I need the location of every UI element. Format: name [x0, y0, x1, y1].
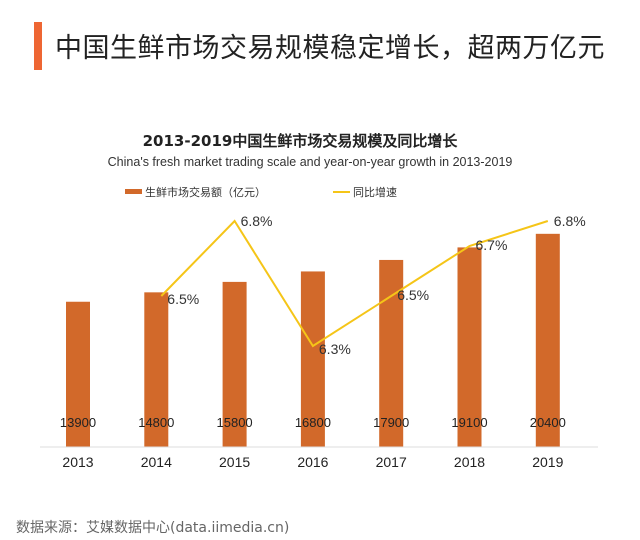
source-note: 数据来源：艾媒数据中心(data.iimedia.cn) [16, 520, 290, 536]
page-title: 中国生鲜市场交易规模稳定增长，超两万亿元 [55, 33, 605, 64]
x-tick-label: 2013 [62, 454, 93, 470]
growth-label: 6.7% [476, 237, 508, 253]
x-tick-label: 2019 [532, 454, 563, 470]
growth-label: 6.5% [167, 291, 199, 307]
legend-line-label: 同比增速 [353, 185, 397, 199]
growth-label: 6.3% [319, 341, 351, 357]
bar-value-label: 16800 [295, 415, 331, 430]
bar-value-label: 17900 [373, 415, 409, 430]
legend-bar-label: 生鲜市场交易额（亿元） [145, 185, 266, 199]
bar-2018 [457, 247, 482, 447]
growth-line [160, 219, 549, 348]
growth-label: 6.8% [554, 213, 586, 229]
chart-title: 2013-2019中国生鲜市场交易规模及同比增长 [142, 132, 458, 150]
bar-value-label: 19100 [451, 415, 487, 430]
bar-value-label: 15800 [217, 415, 253, 430]
x-tick-label: 2016 [297, 454, 328, 470]
bar-2014 [144, 292, 169, 447]
growth-label: 6.5% [397, 287, 429, 303]
x-tick-label: 2018 [454, 454, 485, 470]
bar-2015 [222, 281, 247, 447]
bar-2019 [535, 233, 560, 447]
legend-bar-swatch [125, 189, 142, 194]
bar-value-label: 20400 [530, 415, 566, 430]
chart-subtitle: China's fresh market trading scale and y… [107, 155, 513, 169]
x-tick-label: 2017 [376, 454, 407, 470]
x-tick-label: 2015 [219, 454, 250, 470]
bar-2016 [300, 271, 325, 447]
x-tick-label: 2014 [141, 454, 172, 470]
bar-value-label: 13900 [60, 415, 96, 430]
growth-label: 6.8% [241, 213, 273, 229]
bar-value-label: 14800 [138, 415, 174, 430]
bar-2013 [66, 301, 90, 447]
title-accent-bar [34, 22, 42, 70]
